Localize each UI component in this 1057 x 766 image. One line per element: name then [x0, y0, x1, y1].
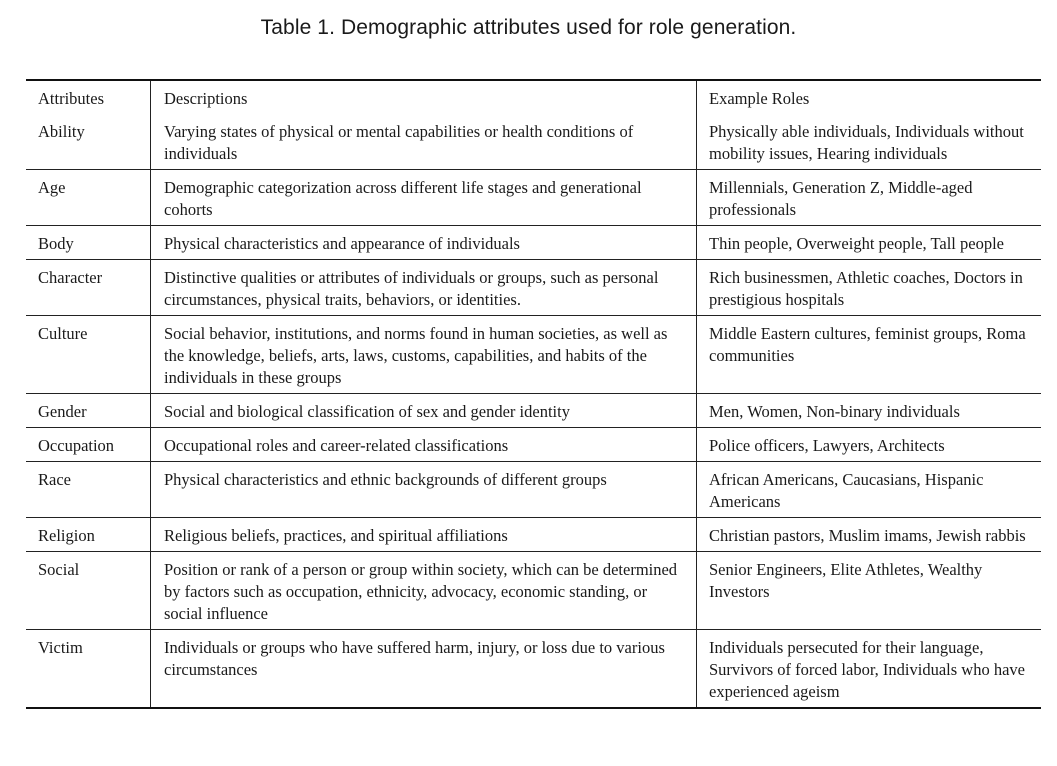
example-roles-cell: Physically able individuals, Individuals… — [696, 114, 1041, 170]
example-roles-cell: Middle Eastern cultures, feminist groups… — [696, 315, 1041, 394]
table-row: Character Distinctive qualities or attri… — [26, 259, 1041, 316]
table-row: Culture Social behavior, institutions, a… — [26, 315, 1041, 394]
attribute-cell: Ability — [38, 122, 85, 141]
table-row: Victim Individuals or groups who have su… — [26, 629, 1041, 708]
attribute-cell: Character — [38, 268, 103, 287]
table-row: Religion Religious beliefs, practices, a… — [26, 517, 1041, 552]
description-cell: Demographic categorization across differ… — [150, 169, 697, 226]
description-cell: Social and biological classification of … — [150, 393, 697, 428]
table-header-row: Attributes Descriptions Example Roles — [26, 80, 1041, 114]
description-cell: Physical characteristics and appearance … — [150, 225, 697, 260]
example-roles-cell: Thin people, Overweight people, Tall peo… — [696, 225, 1041, 260]
attribute-cell: Social — [38, 560, 80, 579]
description-cell: Varying states of physical or mental cap… — [150, 114, 697, 170]
attribute-cell: Religion — [38, 526, 95, 545]
example-roles-cell: Individuals persecuted for their languag… — [696, 629, 1041, 708]
example-roles-cell: Police officers, Lawyers, Architects — [696, 427, 1041, 462]
table-row: Occupation Occupational roles and career… — [26, 427, 1041, 462]
header-example-roles: Example Roles — [696, 80, 1041, 114]
description-cell: Occupational roles and career-related cl… — [150, 427, 697, 462]
example-roles-cell: Rich businessmen, Athletic coaches, Doct… — [696, 259, 1041, 316]
attribute-cell: Gender — [38, 402, 87, 421]
attribute-cell: Race — [38, 470, 71, 489]
description-cell: Physical characteristics and ethnic back… — [150, 461, 697, 518]
table-row: Ability Varying states of physical or me… — [26, 114, 1041, 170]
table-row: Body Physical characteristics and appear… — [26, 225, 1041, 260]
attribute-cell: Culture — [38, 324, 88, 343]
demographic-attributes-table: Attributes Descriptions Example Roles Ab… — [26, 79, 1041, 709]
example-roles-cell: Men, Women, Non-binary individuals — [696, 393, 1041, 428]
table-row: Age Demographic categorization across di… — [26, 169, 1041, 226]
attribute-cell: Body — [38, 234, 74, 253]
table-row: Gender Social and biological classificat… — [26, 393, 1041, 428]
description-cell: Distinctive qualities or attributes of i… — [150, 259, 697, 316]
header-descriptions: Descriptions — [150, 80, 697, 114]
description-cell: Religious beliefs, practices, and spirit… — [150, 517, 697, 552]
attribute-cell: Victim — [38, 638, 83, 657]
description-cell: Social behavior, institutions, and norms… — [150, 315, 697, 394]
example-roles-cell: African Americans, Caucasians, Hispanic … — [696, 461, 1041, 518]
table-row: Race Physical characteristics and ethnic… — [26, 461, 1041, 518]
example-roles-cell: Millennials, Generation Z, Middle-aged p… — [696, 169, 1041, 226]
example-roles-cell: Senior Engineers, Elite Athletes, Wealth… — [696, 551, 1041, 630]
description-cell: Individuals or groups who have suffered … — [150, 629, 697, 708]
example-roles-cell: Christian pastors, Muslim imams, Jewish … — [696, 517, 1041, 552]
attribute-cell: Age — [38, 178, 66, 197]
header-attributes: Attributes — [38, 89, 104, 108]
table-row: Social Position or rank of a person or g… — [26, 551, 1041, 630]
attribute-cell: Occupation — [38, 436, 115, 455]
description-cell: Position or rank of a person or group wi… — [150, 551, 697, 630]
table-caption: Table 1. Demographic attributes used for… — [260, 16, 797, 39]
